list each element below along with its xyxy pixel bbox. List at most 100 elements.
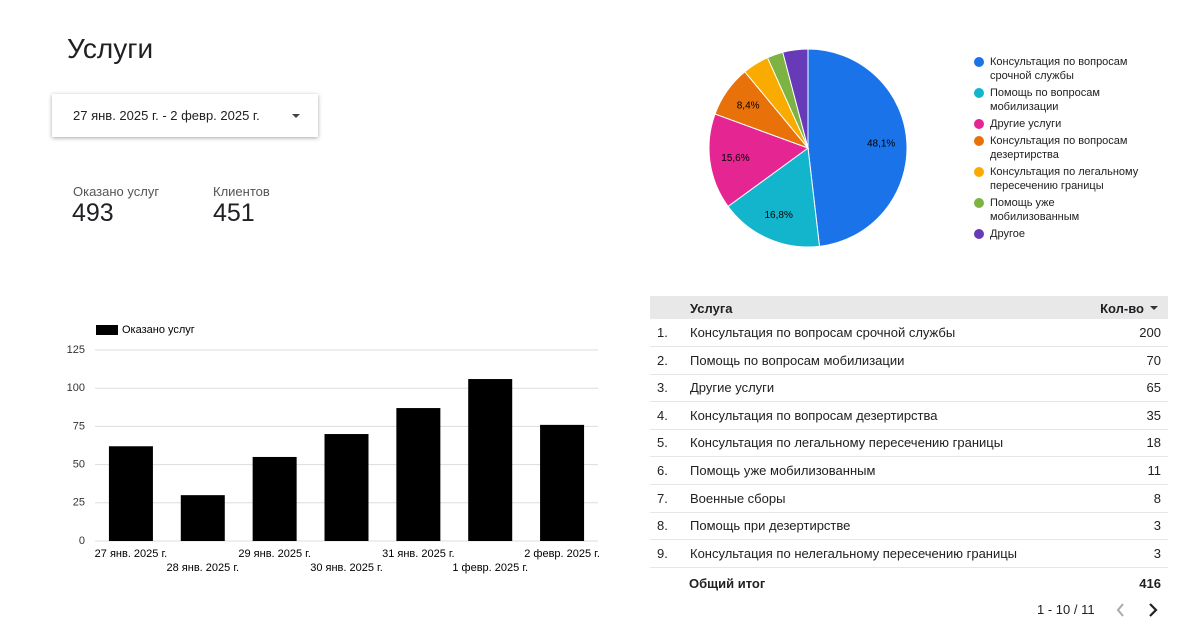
pie-slice [708, 113, 810, 208]
pagination: 1 - 10 / 11 [1037, 602, 1095, 617]
y-tick-label: 0 [79, 535, 85, 547]
table-row: 6. Помощь уже мобилизованным 11 [650, 457, 1168, 485]
total-value: 416 [1139, 576, 1161, 591]
service-name: Консультация по нелегальному пересечению… [690, 545, 1018, 561]
slice-label: 16,8% [764, 210, 792, 221]
service-count: 35 [1146, 407, 1161, 423]
legend-dot [974, 119, 984, 129]
bar [396, 408, 441, 541]
table-row: 5. Консультация по легальному пересечению… [650, 429, 1168, 458]
service-name: Другие услуги [690, 380, 775, 396]
table-row: 7. Военные сборы 8 [650, 485, 1168, 513]
row-number: 8. [657, 518, 668, 534]
slice-label: 15,6% [721, 153, 749, 164]
row-number: 4. [657, 407, 668, 423]
table-row: 3. Другие услуги 65 [650, 374, 1168, 403]
bar [108, 446, 153, 541]
pie-slice [782, 48, 809, 149]
y-tick-label: 50 [73, 459, 85, 471]
y-tick-label: 25 [73, 497, 85, 509]
slice-label: 8,4% [737, 100, 760, 111]
bar-chart: 0 25 50 75 100 125 Оказано услуг 27 янв. 2025 г… [67, 324, 600, 574]
legend-dot [974, 167, 984, 177]
kpi-label: Клиентов [213, 184, 270, 199]
table-row: 2. Помощь по вопросам мобилизации 70 [650, 347, 1168, 375]
legend-dot [974, 57, 984, 67]
bar [324, 434, 369, 541]
row-number: 7. [657, 490, 668, 506]
prev-page[interactable] [1116, 603, 1124, 617]
x-tick-label: 27 янв. 2025 г. [95, 548, 168, 560]
sort-icon [1150, 306, 1158, 310]
total-label: Общий итог [689, 576, 766, 591]
legend-item: Другие услуги [974, 117, 1144, 131]
pie-slice [807, 48, 908, 247]
legend-swatch [96, 325, 118, 335]
column-header[interactable]: Кол-во [1100, 301, 1144, 316]
row-number: 9. [657, 545, 668, 561]
legend-label: Консультация по вопросам дезертирства [990, 135, 1128, 161]
date-picker[interactable]: 27 янв. 2025 г. - 2 февр. 2025 г. [52, 94, 318, 137]
kpi-value: 451 [213, 199, 255, 227]
bar [252, 456, 297, 541]
pie-chart: 48,1% 16,8% 15,6% 8,4% [708, 48, 908, 248]
pager-buttons [1116, 603, 1158, 617]
next-page[interactable] [1149, 603, 1158, 617]
legend-item: Консультация по легальному пересечению г… [974, 165, 1144, 193]
legend-item: Консультация по вопросам срочной службы [974, 55, 1144, 83]
legend-item: Консультация по вопросам дезертирства [974, 134, 1144, 162]
legend-item: Помощь по вопросам мобилизации [974, 86, 1144, 114]
service-count: 8 [1153, 490, 1161, 506]
legend-dot [974, 198, 984, 208]
row-number: 6. [657, 463, 668, 478]
legend-label: Другие услуги [990, 118, 1062, 130]
x-tick-label: 2 февр. 2025 г. [524, 548, 600, 560]
service-name: Помощь при дезертирстве [690, 518, 851, 534]
service-count: 200 [1139, 325, 1161, 340]
service-name: Помощь уже мобилизованным [690, 463, 876, 478]
x-tick-label: 30 янв. 2025 г. [310, 562, 383, 574]
row-number: 2. [657, 352, 668, 368]
table-row: 8. Помощь при дезертирстве 3 [650, 512, 1168, 541]
x-tick-label: 1 февр. 2025 г. [452, 562, 528, 574]
legend: Консультация по вопросам срочной службы П… [974, 55, 1144, 244]
kpi-value: 493 [72, 199, 114, 227]
table-row: 4. Консультация по вопросам дезертирства 3… [650, 402, 1168, 430]
row-number: 3. [657, 380, 668, 396]
legend-item: Другое [974, 227, 1144, 241]
dropdown-arrow [292, 114, 300, 118]
table-header: Услуга Кол-во [650, 296, 1168, 319]
y-tick-label: 125 [67, 344, 85, 356]
service-name: Консультация по вопросам дезертирства [690, 407, 938, 423]
column-header: Услуга [690, 301, 733, 316]
legend-dot [974, 229, 984, 239]
x-tick-label: 28 янв. 2025 г. [167, 562, 240, 574]
service-name: Консультация по вопросам срочной службы [690, 325, 956, 340]
bar [180, 495, 225, 541]
service-count: 3 [1153, 518, 1161, 534]
service-name: Консультация по легальному пересечению г… [690, 435, 1004, 451]
service-count: 18 [1146, 435, 1161, 451]
date-range: 27 янв. 2025 г. - 2 февр. 2025 г. [73, 108, 260, 123]
service-count: 3 [1153, 545, 1161, 561]
legend-label: Оказано услуг [122, 324, 195, 336]
y-tick-label: 75 [73, 420, 85, 432]
row-number: 5. [657, 435, 668, 451]
pie-slice [727, 147, 821, 248]
legend-label: Другое [990, 228, 1025, 240]
legend-dot [974, 136, 984, 146]
legend-item: Помощь уже мобилизованным [974, 196, 1144, 224]
service-count: 11 [1147, 463, 1162, 478]
service-count: 65 [1146, 380, 1161, 396]
kpi-label: Оказано услуг [73, 184, 160, 199]
service-name: Помощь по вопросам мобилизации [690, 352, 905, 368]
x-tick-label: 29 янв. 2025 г. [238, 548, 311, 560]
legend-label: Помощь по вопросам мобилизации [990, 87, 1100, 113]
legend-label: Консультация по легальному пересечению г… [990, 166, 1139, 192]
service-count: 70 [1146, 352, 1161, 368]
legend-label: Консультация по вопросам срочной службы [990, 56, 1128, 82]
y-tick-label: 100 [67, 382, 85, 394]
page-title: Услуги [67, 33, 154, 64]
legend-dot [974, 88, 984, 98]
